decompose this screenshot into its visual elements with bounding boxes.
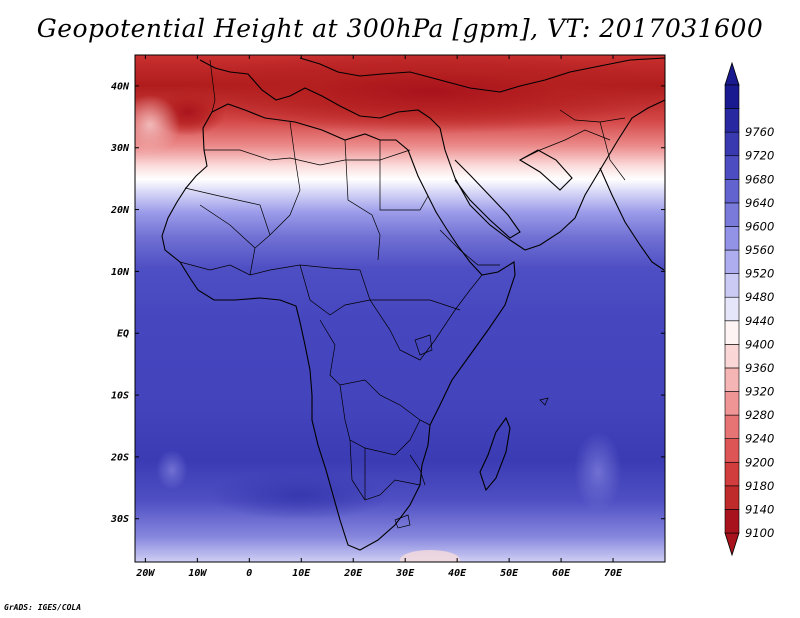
height-field [135, 55, 665, 562]
latitude-axis: 40N 30N 20N 10N EQ 10S 20S 30S [110, 81, 665, 525]
colorbar-swatch [724, 84, 740, 109]
colorbar-label: 9320 [745, 385, 774, 399]
lat-label: 10N [111, 267, 130, 278]
lat-label: 40N [111, 81, 130, 92]
colorbar-label: 9560 [745, 243, 774, 257]
colorbar-swatch [724, 391, 740, 416]
lon-label: 50E [500, 568, 519, 579]
colorbar-swatch [724, 438, 740, 463]
lon-label: 10W [188, 568, 207, 579]
lon-label: 40E [448, 568, 467, 579]
colorbar: 9100 9140 9180 9200 9240 9280 9320 9360 9400 9440… [724, 61, 774, 557]
colorbar-label: 9140 [745, 502, 774, 516]
colorbar-label: 9600 [745, 219, 774, 233]
colorbar-swatch [724, 320, 740, 345]
colorbar-label: 9360 [745, 361, 774, 375]
lon-label: 0 [246, 568, 252, 579]
colorbar-swatch [724, 509, 740, 534]
colorbar-swatch [724, 485, 740, 510]
lat-label: 30S [110, 514, 129, 525]
colorbar-swatch [724, 414, 740, 439]
lon-label: 10E [292, 568, 311, 579]
lon-label: 20W [135, 568, 155, 579]
colorbar-top-arrow [724, 61, 740, 86]
colorbar-label: 9100 [745, 526, 774, 540]
colorbar-swatch [724, 249, 740, 274]
colorbar-swatch [724, 367, 740, 392]
colorbar-swatch [724, 461, 740, 487]
colorbar-swatch [724, 273, 740, 298]
colorbar-label: 9720 [745, 149, 774, 163]
colorbar-swatch [724, 108, 740, 133]
lat-label: 20N [110, 205, 130, 216]
colorbar-label: 9200 [745, 455, 774, 469]
colorbar-label: 9640 [745, 196, 774, 210]
lat-label: 30N [110, 143, 130, 154]
colorbar-label: 9680 [745, 172, 774, 186]
colorbar-label: 9520 [745, 267, 774, 281]
lon-label: 30E [395, 568, 415, 579]
lat-label: 20S [110, 452, 129, 463]
colorbar-label: 9440 [745, 314, 774, 328]
lat-label: EQ [117, 329, 129, 340]
colorbar-swatch [724, 179, 740, 204]
lon-label: 70E [604, 568, 623, 579]
colorbar-swatch [724, 202, 740, 227]
lat-label: 10S [111, 391, 129, 402]
colorbar-label: 9400 [745, 337, 774, 351]
map-title: Geopotential Height at 300hPa [gpm], VT:… [36, 14, 764, 43]
colorbar-label: 9240 [745, 432, 774, 446]
colorbar-swatch [724, 226, 740, 251]
lon-label: 20E [343, 568, 363, 579]
longitude-axis: 20W 10W 0 10E 20E 30E 40E 50E 60E 70E [135, 55, 623, 579]
colorbar-label: 9180 [745, 479, 774, 493]
coastlines [161, 57, 665, 551]
colorbar-label: 9480 [745, 290, 774, 304]
colorbar-swatch [724, 155, 740, 180]
lon-label: 60E [552, 568, 571, 579]
map-frame [134, 54, 666, 563]
colorbar-swatch [724, 344, 740, 369]
colorbar-bottom-arrow [724, 532, 740, 557]
colorbar-swatch [724, 296, 740, 322]
colorbar-label: 9760 [745, 125, 774, 139]
country-borders [179, 59, 626, 529]
credit-text: GrADS: IGES/COLA [4, 603, 82, 612]
colorbar-label: 9280 [745, 408, 774, 422]
colorbar-swatch [724, 131, 740, 157]
